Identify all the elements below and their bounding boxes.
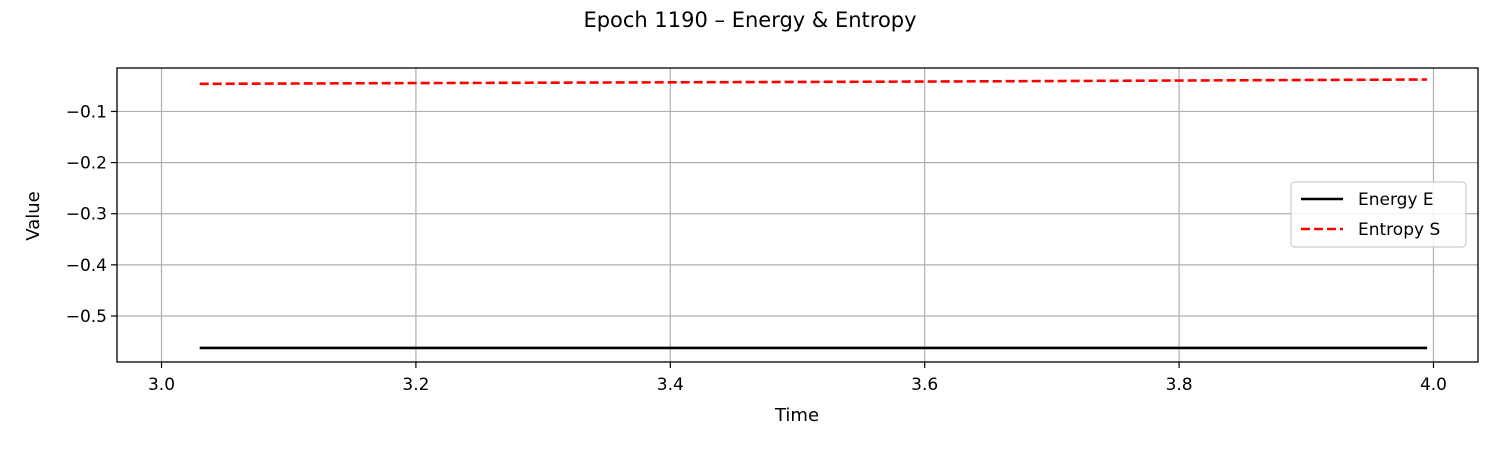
y-axis-ticks: −0.1 −0.2 −0.3 −0.4 −0.5 (66, 102, 117, 327)
y-axis-label: Value (23, 191, 44, 240)
x-tick-label: 4.0 (1420, 375, 1447, 395)
y-tick-label: −0.5 (66, 307, 107, 327)
legend-label: Entropy S (1358, 220, 1440, 240)
plot-frame (116, 67, 1479, 363)
y-tick-label: −0.2 (66, 154, 107, 174)
x-axis-label: Time (774, 405, 819, 426)
x-tick-label: 3.2 (402, 375, 429, 395)
y-tick-label: −0.4 (66, 256, 107, 276)
legend-label: Energy E (1358, 190, 1434, 210)
y-tick-label: −0.1 (66, 102, 107, 122)
x-tick-label: 3.4 (657, 375, 684, 395)
legend: Energy E Entropy S (1290, 181, 1467, 248)
x-tick-label: 3.8 (1166, 375, 1193, 395)
series-group (199, 78, 1428, 350)
y-tick-label: −0.3 (66, 205, 107, 225)
series-line-entropy (199, 78, 1428, 86)
grid (117, 68, 1478, 362)
chart-title: Epoch 1190 – Energy & Entropy (583, 8, 916, 32)
x-tick-label: 3.0 (148, 375, 175, 395)
x-axis-ticks: 3.0 3.2 3.4 3.6 3.8 4.0 (148, 362, 1447, 395)
x-tick-label: 3.6 (911, 375, 938, 395)
